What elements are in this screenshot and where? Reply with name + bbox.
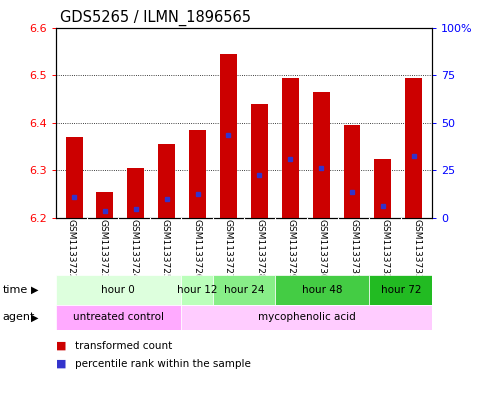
Text: GSM1133730: GSM1133730 [318, 219, 327, 280]
Bar [369, 275, 432, 305]
Text: percentile rank within the sample: percentile rank within the sample [75, 358, 251, 369]
Bar [220, 54, 237, 218]
Text: hour 24: hour 24 [224, 285, 264, 295]
Text: ▶: ▶ [31, 312, 39, 322]
Text: GSM1133724: GSM1133724 [129, 219, 139, 280]
Text: GSM1133728: GSM1133728 [255, 219, 264, 280]
Text: agent: agent [2, 312, 35, 322]
Text: time: time [2, 285, 28, 295]
Bar [374, 158, 391, 218]
Text: GSM1133723: GSM1133723 [98, 219, 107, 280]
Bar [56, 275, 181, 305]
Text: GSM1133729: GSM1133729 [286, 219, 296, 280]
Bar [275, 275, 369, 305]
Bar [128, 168, 144, 218]
Text: GSM1133725: GSM1133725 [161, 219, 170, 280]
Text: transformed count: transformed count [75, 341, 172, 351]
Bar [282, 77, 298, 218]
Bar [56, 305, 181, 330]
Text: GSM1133733: GSM1133733 [412, 219, 421, 280]
Text: hour 72: hour 72 [381, 285, 421, 295]
Text: hour 12: hour 12 [177, 285, 217, 295]
Text: untreated control: untreated control [73, 312, 164, 322]
Bar [66, 137, 83, 218]
Text: GSM1133731: GSM1133731 [349, 219, 358, 280]
Text: hour 48: hour 48 [302, 285, 342, 295]
Text: ■: ■ [56, 341, 66, 351]
Bar [251, 104, 268, 218]
Text: ■: ■ [56, 358, 66, 369]
Bar [158, 144, 175, 218]
Text: hour 0: hour 0 [101, 285, 135, 295]
Text: mycophenolic acid: mycophenolic acid [258, 312, 355, 322]
Text: GSM1133732: GSM1133732 [381, 219, 390, 280]
Bar [189, 130, 206, 218]
Bar [313, 92, 329, 218]
Bar [181, 275, 213, 305]
Bar [181, 305, 432, 330]
Text: GSM1133726: GSM1133726 [192, 219, 201, 280]
Bar [405, 77, 422, 218]
Bar [343, 125, 360, 218]
Text: GDS5265 / ILMN_1896565: GDS5265 / ILMN_1896565 [60, 9, 251, 26]
Text: GSM1133727: GSM1133727 [224, 219, 233, 280]
Bar [97, 192, 114, 218]
Text: GSM1133722: GSM1133722 [67, 219, 76, 280]
Bar [213, 275, 275, 305]
Text: ▶: ▶ [31, 285, 39, 295]
